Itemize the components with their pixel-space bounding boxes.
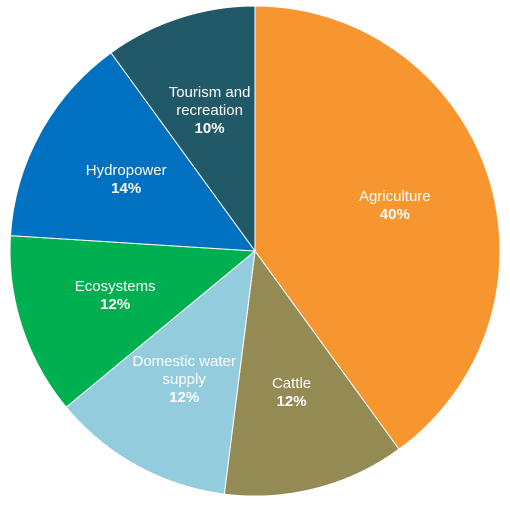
pie-slice — [9, 52, 257, 252]
value-label: 14% — [111, 180, 142, 198]
category-label: Cattle — [271, 375, 312, 393]
category-label: Domestic water supply — [132, 352, 236, 388]
category-label: Tourism and recreation — [168, 84, 251, 120]
slice-label: Cattle 12% — [232, 375, 352, 411]
slice-label: Ecosystems 12% — [55, 278, 175, 314]
value-label: 40% — [379, 205, 410, 223]
slice-label: Domestic water supply 12% — [124, 353, 244, 407]
slice-label: Hydropower 14% — [66, 162, 186, 198]
slice-label: Tourism and recreation 10% — [150, 84, 270, 138]
pie-slice — [254, 5, 501, 450]
category-label: Agriculture — [358, 187, 431, 205]
value-label: 12% — [100, 296, 131, 314]
pie-slice — [65, 249, 256, 495]
pie-slice — [223, 249, 400, 497]
value-label: 10% — [194, 120, 225, 138]
category-label: Ecosystems — [74, 278, 156, 296]
value-label: 12% — [276, 393, 307, 411]
pie-slice — [9, 235, 257, 408]
value-label: 12% — [169, 388, 200, 406]
slice-label: Agriculture 40% — [335, 188, 455, 224]
category-label: Hydropower — [85, 162, 167, 180]
pie-slice — [110, 5, 256, 253]
